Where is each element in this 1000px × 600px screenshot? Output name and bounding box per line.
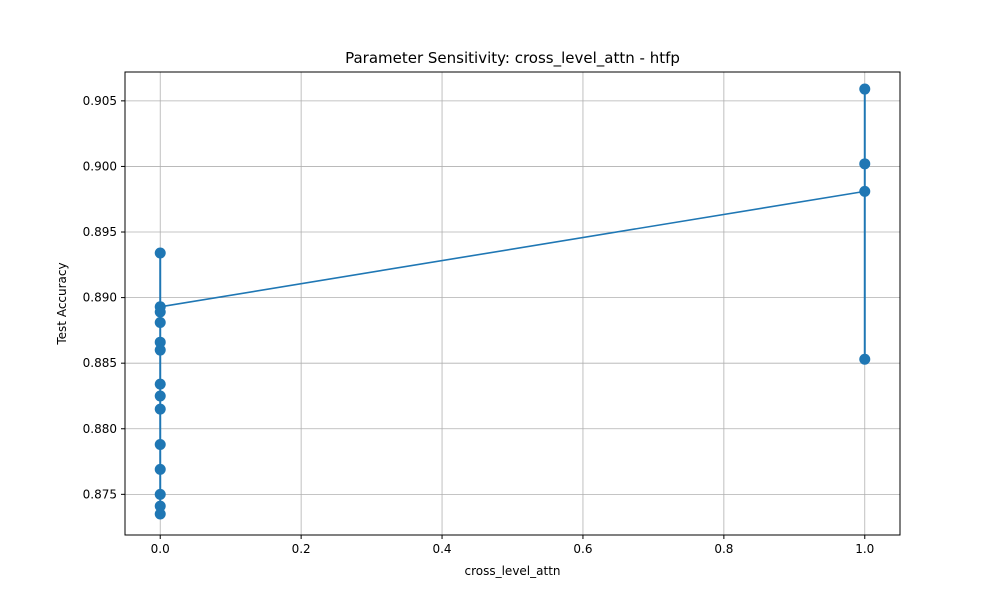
series bbox=[154, 83, 871, 520]
data-point bbox=[154, 463, 166, 475]
data-point bbox=[154, 344, 166, 356]
data-point bbox=[154, 317, 166, 329]
data-point bbox=[154, 500, 166, 512]
data-point bbox=[154, 438, 166, 450]
y-tick-label: 0.890 bbox=[83, 291, 117, 305]
data-point bbox=[154, 306, 166, 318]
mean-line bbox=[160, 190, 865, 308]
data-point bbox=[154, 390, 166, 402]
data-point bbox=[859, 83, 871, 95]
y-tick-label: 0.885 bbox=[83, 356, 117, 370]
x-tick-label: 0.2 bbox=[292, 542, 311, 556]
data-point bbox=[859, 158, 871, 170]
data-point bbox=[154, 378, 166, 390]
y-tick-label: 0.905 bbox=[83, 94, 117, 108]
y-tick-label: 0.880 bbox=[83, 422, 117, 436]
data-point bbox=[154, 403, 166, 415]
y-axis-label: Test Accuracy bbox=[55, 262, 69, 345]
grid bbox=[125, 72, 900, 535]
data-point bbox=[154, 336, 166, 348]
ticks: 0.0 0.2 0.4 0.6 0.8 1.0 0.875 0.880 0.885 0.890 0.… bbox=[83, 94, 875, 556]
plot-frame bbox=[124, 71, 901, 536]
data-point bbox=[154, 508, 166, 520]
y-tick-label: 0.900 bbox=[83, 159, 117, 173]
x-tick-label: 0.4 bbox=[432, 542, 451, 556]
x-tick-label: 1.0 bbox=[855, 542, 874, 556]
data-point bbox=[154, 488, 166, 500]
x-tick-label: 0.6 bbox=[573, 542, 592, 556]
data-point bbox=[154, 247, 166, 259]
x-tick-label: 0.8 bbox=[714, 542, 733, 556]
y-tick-label: 0.875 bbox=[83, 487, 117, 501]
data-point bbox=[859, 185, 871, 197]
x-tick-label: 0.0 bbox=[151, 542, 170, 556]
x-axis-label: cross_level_attn bbox=[464, 564, 560, 578]
chart-title: Parameter Sensitivity: cross_level_attn … bbox=[345, 49, 680, 68]
data-point bbox=[859, 353, 871, 365]
y-tick-label: 0.895 bbox=[83, 225, 117, 239]
